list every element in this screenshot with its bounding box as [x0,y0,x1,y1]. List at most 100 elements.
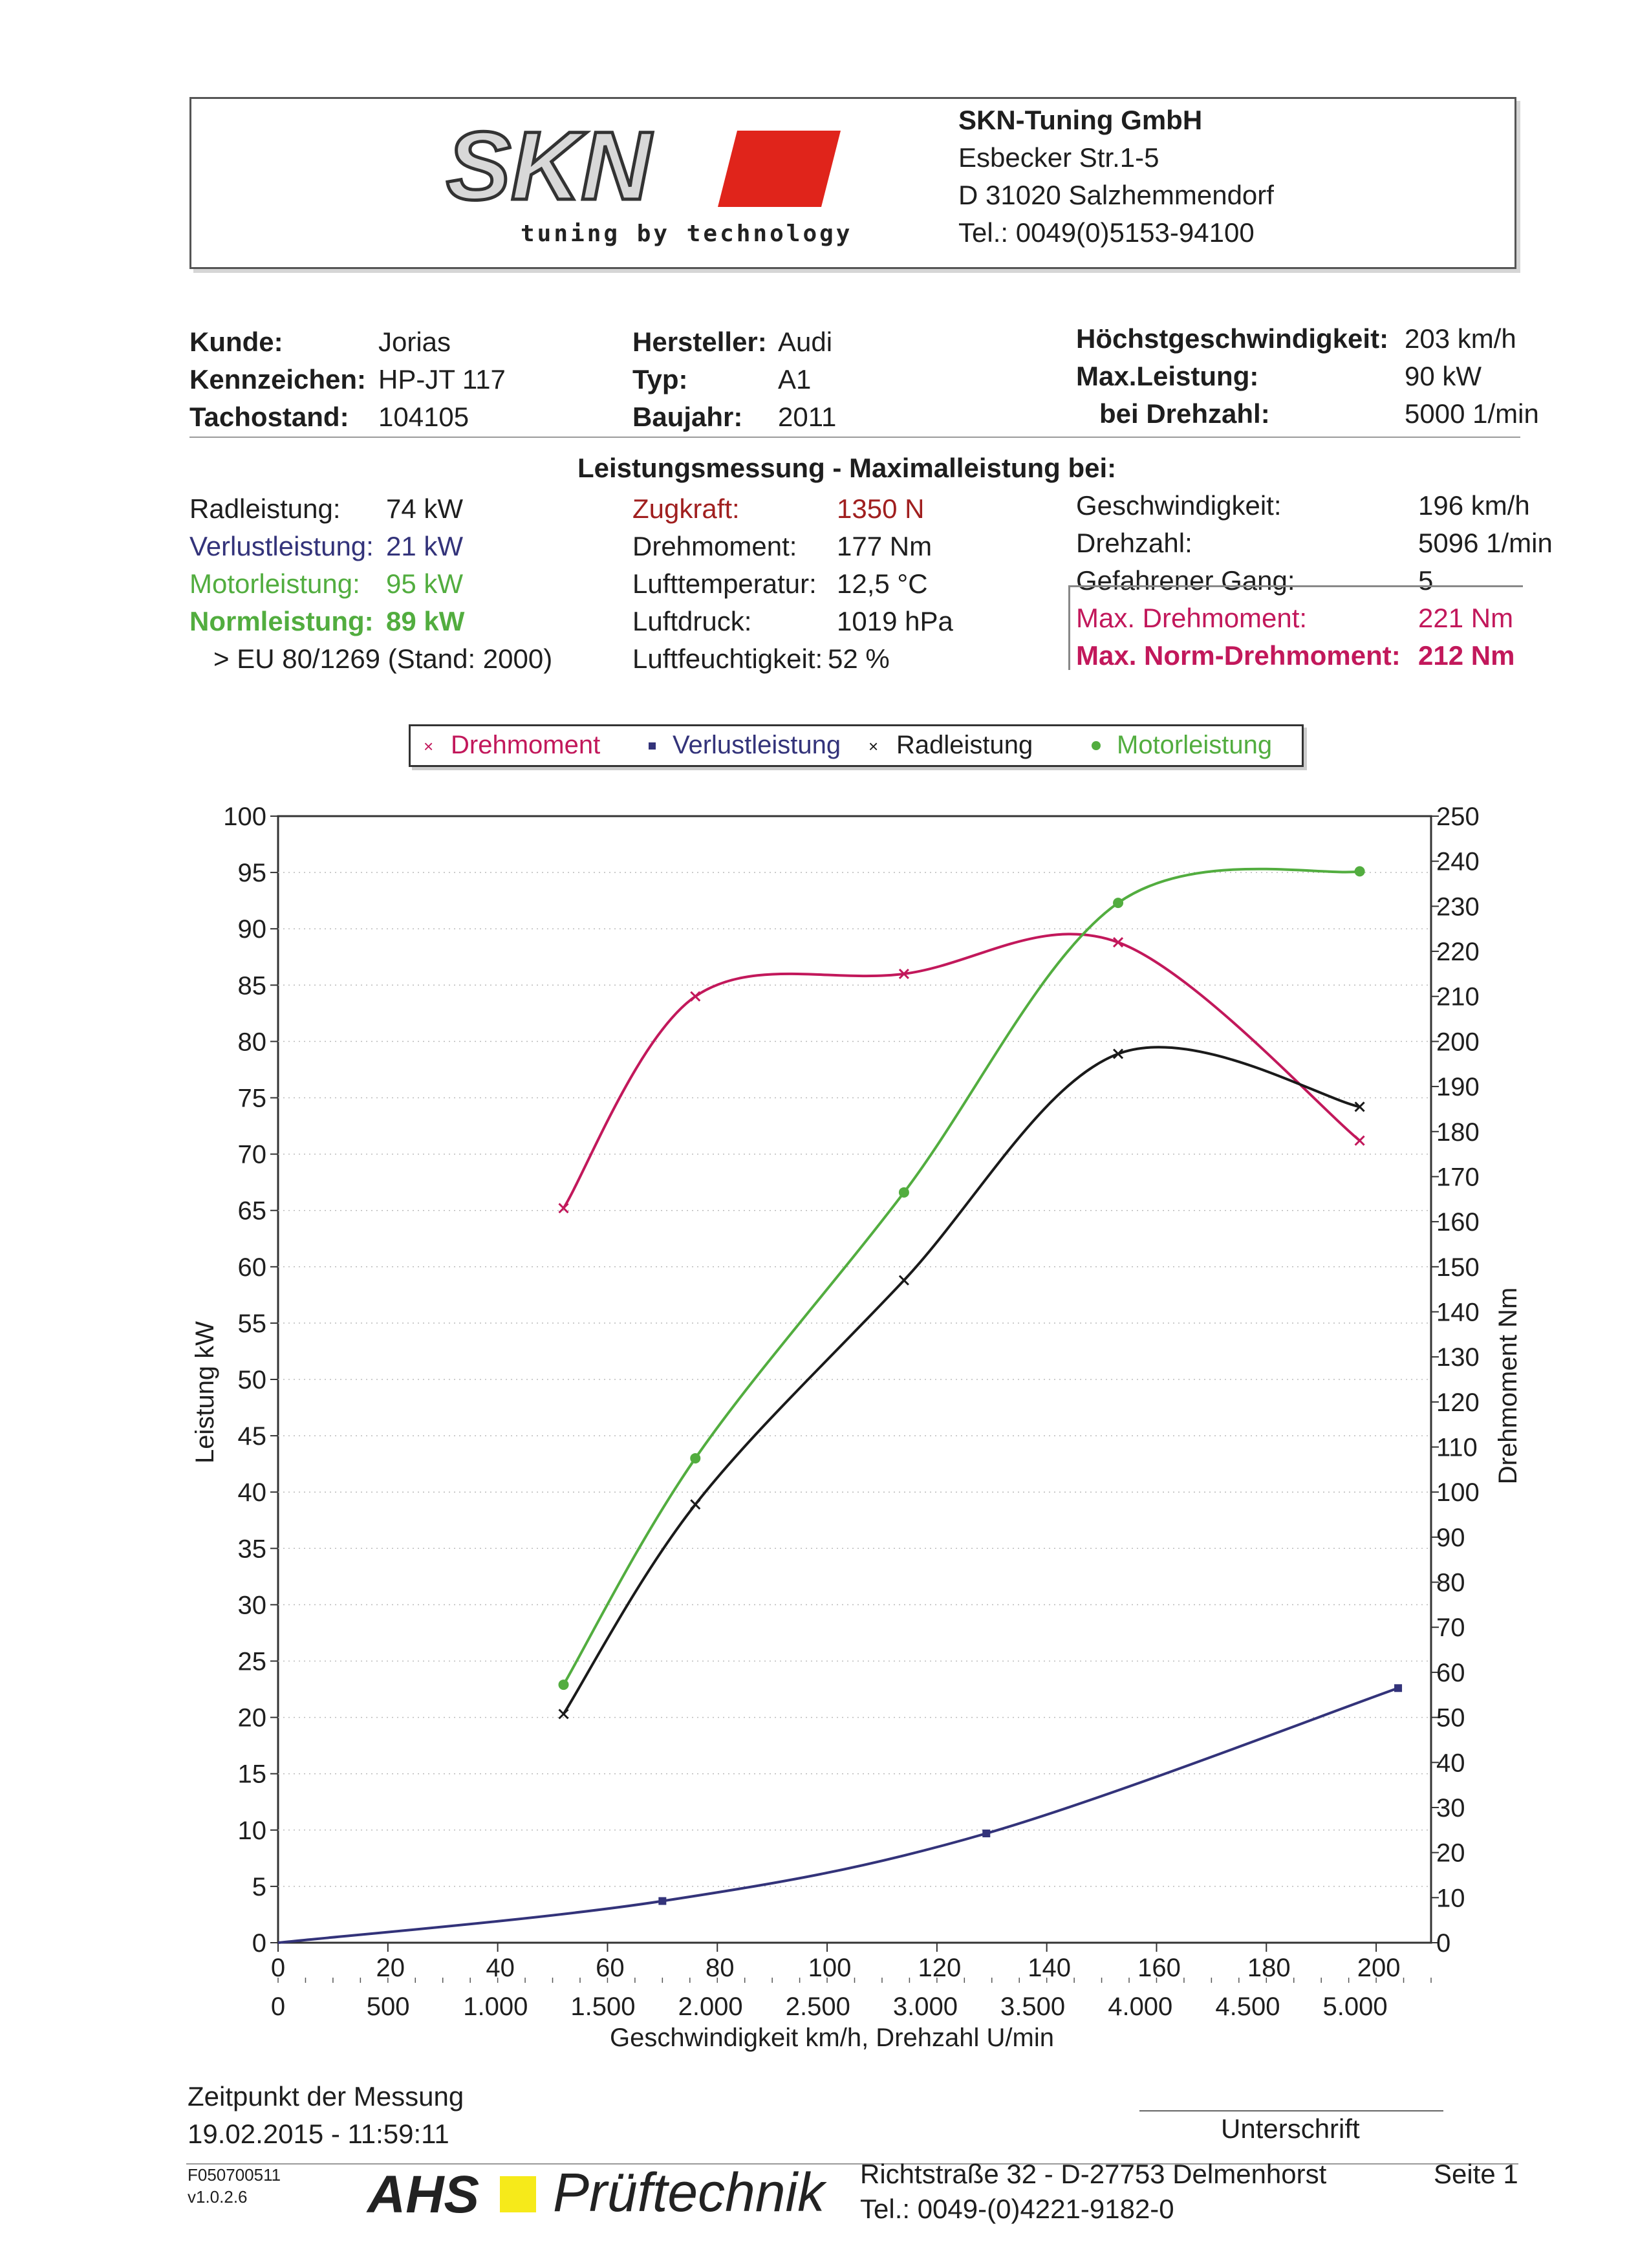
zugkraft-label: Zugkraft: [632,493,740,524]
luftfeucht-value: 52 % [828,643,890,674]
y2-tick-label: 150 [1436,1253,1480,1282]
signature-line [1139,2110,1443,2111]
y2-tick-label: 200 [1436,1028,1480,1056]
x-tick-label-kmh: 180 [1247,1954,1291,1982]
radleistung-value: 74 kW [386,493,464,524]
lufttemp-label: Lufttemperatur: [632,568,817,599]
y-tick-label: 45 [238,1422,267,1451]
y-tick-label: 50 [238,1366,267,1394]
x-tick-label-rpm: 1.500 [570,1993,635,2021]
zeitpunkt-value: 19.02.2015 - 11:59:11 [188,2119,449,2149]
verlust-value: 21 kW [386,531,464,561]
motor-label: Motorleistung: [189,568,360,599]
y-tick-label: 15 [238,1760,267,1789]
data-point-radleistung [898,1275,909,1286]
y-tick-label: 40 [238,1478,267,1507]
y2-tick-label: 0 [1436,1929,1450,1958]
data-point-motorleistung [1354,866,1365,877]
y2-tick-label: 30 [1436,1794,1465,1822]
x-tick-label-rpm: 3.500 [1000,1993,1065,2021]
ahs-tel: Tel.: 0049-(0)4221-9182-0 [860,2194,1174,2224]
data-point-motorleistung [1113,898,1124,909]
legend-motor: Motorleistung [1117,731,1273,759]
norm-standard: > EU 80/1269 (Stand: 2000) [213,643,553,674]
y-tick-label: 35 [238,1535,267,1563]
data-point-verlustleistung [658,1897,667,1905]
series-line-motorleistung [562,867,1360,1686]
x-tick-label-rpm: 2.500 [786,1993,850,2021]
y2-tick-label: 90 [1436,1524,1465,1552]
y-tick-label: 60 [238,1253,267,1282]
y-tick-label: 80 [238,1028,267,1056]
y-tick-label: 70 [238,1141,267,1169]
data-point-radleistung [690,1499,701,1510]
plot-area [277,815,1432,1944]
x-tick-label-rpm: 4.000 [1108,1993,1172,2021]
kunde-label: Kunde: [189,327,283,357]
gang-value: 5 [1418,565,1434,596]
tachostand-value: 104105 [378,402,469,432]
ahs-logo-square [500,2176,536,2212]
bei-drehzahl-label: bei Drehzahl: [1099,398,1270,429]
y2-tick-label: 220 [1436,938,1480,966]
legend-rad: Radleistung [896,731,1033,759]
legend-marker-motor [1092,741,1101,750]
gang-label: Gefahrener Gang: [1076,565,1295,596]
kennzeichen-label: Kennzeichen: [189,364,367,394]
y-tick-label: 10 [238,1817,267,1845]
hersteller-value: Audi [778,327,833,357]
company-name: SKN-Tuning GmbH [958,105,1203,135]
hersteller-label: Hersteller: [632,327,767,357]
drehzahl-value: 5096 1/min [1418,528,1553,558]
drehzahl-label: Drehzahl: [1076,528,1192,558]
y2-tick-label: 180 [1436,1118,1480,1147]
legend-marker-drehmoment: × [424,737,434,756]
data-point-motorleistung [558,1679,569,1690]
y2-tick-label: 210 [1436,983,1480,1011]
skn-logo: SKN tuning by technology [445,123,852,247]
y2-tick-label: 190 [1436,1073,1480,1101]
x-tick-label-kmh: 80 [706,1954,735,1982]
y-tick-label: 65 [238,1197,267,1226]
header-box [189,97,1516,269]
x-tick-label-rpm: 3.000 [893,1993,958,2021]
y-tick-label: 90 [238,915,267,944]
logo-tagline: tuning by technology [521,221,852,247]
y2-tick-label: 80 [1436,1569,1465,1597]
x-tick-label-kmh: 100 [808,1954,852,1982]
x-tick-label-rpm: 1.000 [463,1993,528,2021]
baujahr-value: 2011 [778,402,837,432]
y2-tick-label: 20 [1436,1839,1465,1868]
motor-value: 95 kW [386,568,464,599]
luftdruck-value: 1019 hPa [837,606,953,636]
kennzeichen-value: HP-JT 117 [378,364,506,394]
data-point-radleistung [1112,1048,1124,1059]
y2-tick-label: 70 [1436,1614,1465,1642]
ahs-address: Richtstraße 32 - D-27753 Delmenhorst [860,2159,1327,2189]
zeitpunkt-label: Zeitpunkt der Messung [188,2081,464,2111]
geschw-value: 196 km/h [1418,490,1530,521]
kunde-value: Jorias [378,327,451,357]
x-tick-label-rpm: 500 [367,1993,410,2021]
legend-verlust: Verlustleistung [673,731,841,759]
luftdruck-label: Luftdruck: [632,606,752,636]
y-tick-label: 30 [238,1591,267,1619]
y-tick-label: 75 [238,1085,267,1113]
norm-value: 89 kW [386,606,465,636]
radleistung-label: Radleistung: [189,493,341,524]
y2-tick-label: 250 [1436,803,1480,831]
y2-axis-label: Drehmoment Nm [1494,1288,1522,1485]
legend-marker-verlust [649,742,656,750]
maxleistung-label: Max.Leistung: [1076,361,1259,391]
vmax-value: 203 km/h [1405,323,1516,354]
y-axis-label: Leistung kW [191,1321,219,1463]
typ-label: Typ: [632,364,688,394]
x-tick-label-rpm: 0 [271,1993,285,2021]
luftfeucht-label: Luftfeuchtigkeit: [632,643,823,674]
y2-tick-label: 240 [1436,848,1480,876]
company-tel: Tel.: 0049(0)5153-94100 [958,217,1255,248]
x-tick-label-rpm: 2.000 [678,1993,743,2021]
x-tick-label-kmh: 160 [1137,1954,1181,1982]
y2-tick-label: 50 [1436,1704,1465,1733]
